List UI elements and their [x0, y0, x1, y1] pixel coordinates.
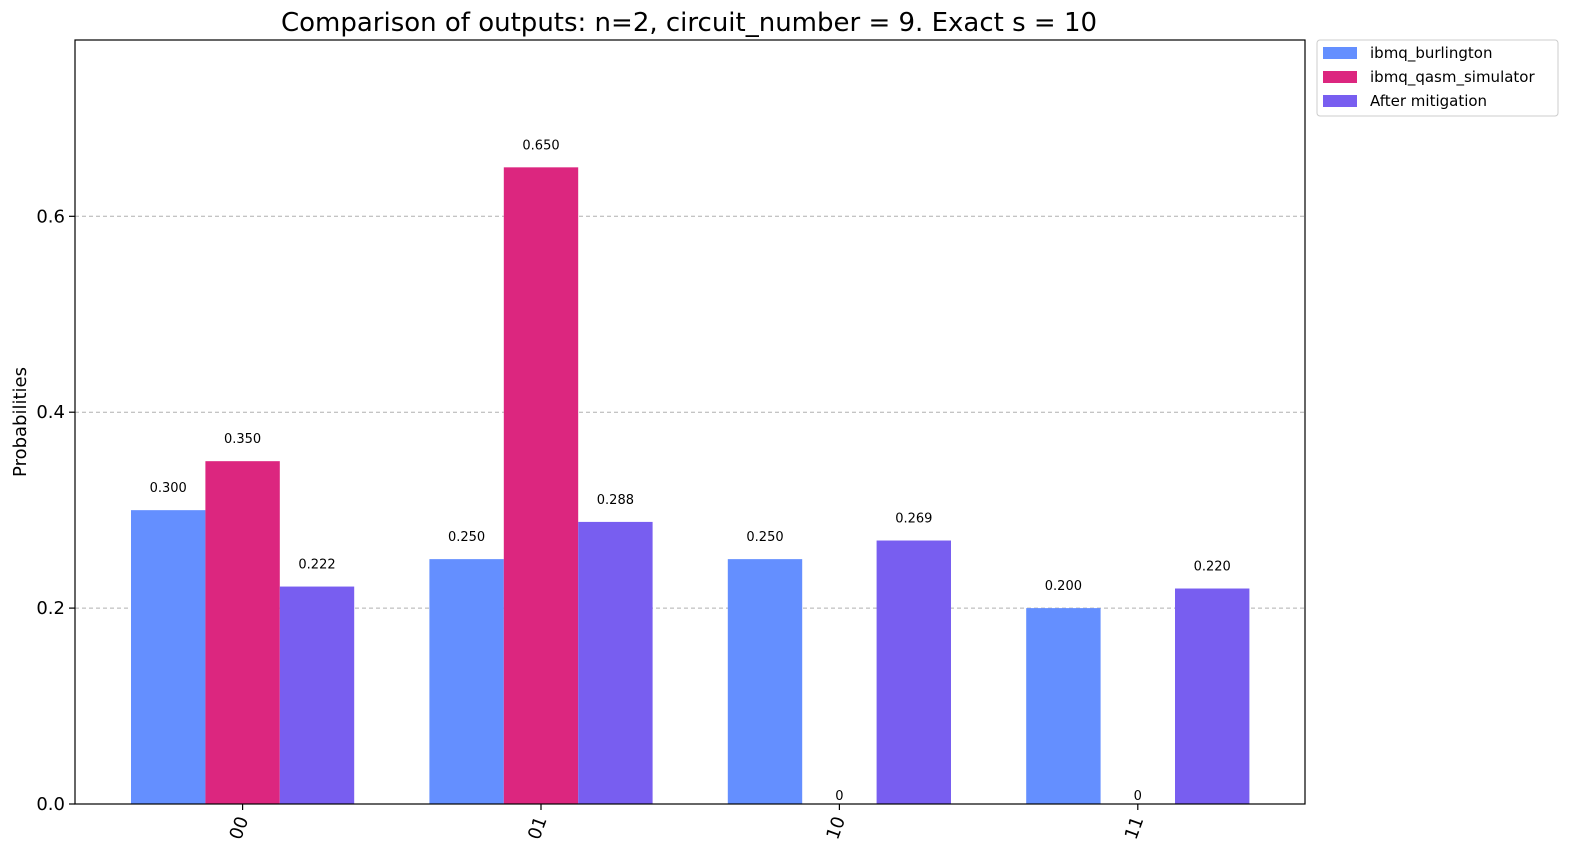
bar-after-mitigation-01 [578, 521, 653, 804]
bar-value-label: 0.269 [895, 512, 932, 527]
bar-after-mitigation-00 [279, 586, 355, 804]
y-tick-label: 0.4 [36, 402, 65, 423]
y-tick-label: 0.2 [36, 598, 65, 619]
legend-box [1316, 39, 1559, 117]
bar-value-label: 0.200 [1045, 579, 1082, 594]
bar-value-label: 0.350 [224, 432, 261, 447]
bars [131, 167, 1250, 805]
bar-value-label: 0.250 [448, 530, 485, 545]
legend: ibmq_burlington ibmq_qasm_simulator After … [1316, 39, 1559, 117]
bar-ibmq_qasm_simulator-00 [205, 461, 280, 804]
bar-ibmq_qasm_simulator-01 [503, 167, 579, 805]
plot-frame [74, 39, 1306, 805]
bar-value-label: 0.222 [298, 558, 335, 573]
bar-value-labels: 0.300 0.350 0.222 0.250 0.650 0.288 0.250 0 0.26… [150, 138, 1231, 804]
bar-value-label: 0 [835, 789, 843, 804]
bar-ibmq_burlington-01 [429, 559, 504, 804]
legend-entry: ibmq_burlington [1370, 44, 1492, 63]
y-axis-label: Probabilities [10, 367, 31, 477]
bar-ibmq_burlington-11 [1026, 608, 1101, 804]
legend-swatch [1323, 47, 1357, 59]
bar-value-label: 0.300 [150, 481, 187, 496]
y-tick-label: 0.6 [36, 206, 65, 227]
bar-value-label: 0.250 [746, 530, 783, 545]
bar-value-label: 0 [1134, 789, 1142, 804]
bar-after-mitigation-11 [1175, 588, 1250, 804]
bar-value-label: 0.650 [522, 138, 559, 153]
bar-value-label: 0.288 [597, 493, 634, 508]
legend-entry: ibmq_qasm_simulator [1370, 68, 1535, 87]
y-tick-label: 0.0 [36, 794, 65, 815]
bar-after-mitigation-10 [876, 540, 951, 804]
bar-value-label: 0.220 [1194, 560, 1231, 575]
legend-swatch [1323, 95, 1357, 107]
y-axis: 0.0 0.2 0.4 0.6 [36, 206, 75, 815]
legend-entry: After mitigation [1370, 92, 1487, 110]
bar-ibmq_burlington-10 [727, 559, 803, 804]
legend-swatch [1323, 71, 1357, 83]
chart-title: Comparison of outputs: n=2, circuit_numb… [281, 8, 1097, 38]
bar-ibmq_burlington-00 [131, 510, 206, 804]
